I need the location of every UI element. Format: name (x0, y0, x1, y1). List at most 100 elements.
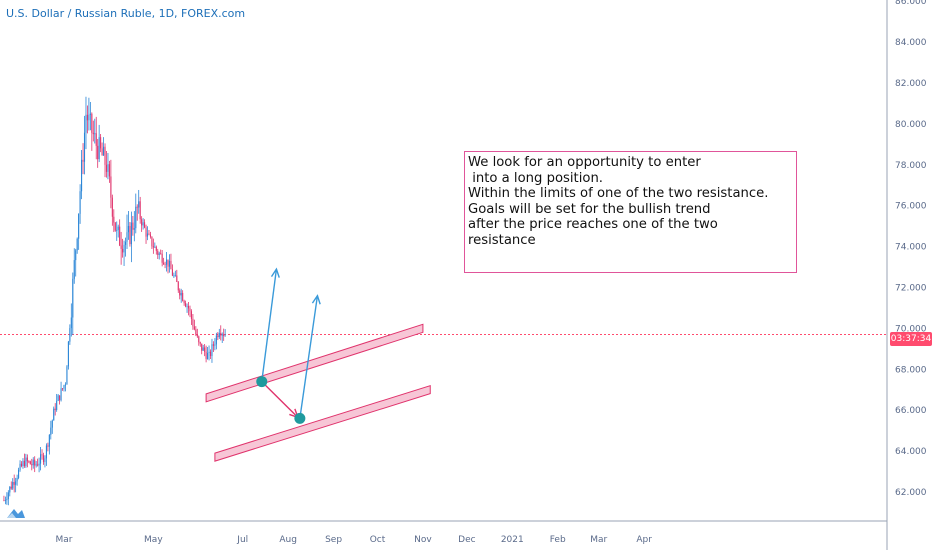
candle-body (123, 244, 125, 253)
candle-body (35, 464, 37, 466)
candle-body (83, 132, 86, 162)
candle-body (63, 385, 65, 389)
candle-body (92, 132, 94, 135)
candle-body (105, 164, 108, 172)
candle-body (155, 246, 157, 251)
candle-body (78, 213, 80, 239)
candle-body (10, 486, 12, 489)
candle-body (186, 306, 188, 307)
symbol-title: U.S. Dollar / Russian Ruble, 1D, FOREX.c… (6, 7, 246, 20)
countdown-badge: 03:37:34 (890, 332, 932, 346)
candle-body (23, 460, 25, 467)
candle-body (176, 275, 178, 282)
candle-body (42, 455, 45, 463)
candle-body (127, 225, 130, 233)
candle-body (61, 388, 64, 390)
candle-body (75, 250, 77, 261)
candle-body (145, 227, 147, 237)
target-arrow-1[interactable] (261, 269, 278, 382)
candle-body (73, 260, 75, 279)
candle-body (81, 159, 83, 192)
resistance-channel-upper[interactable] (205, 323, 424, 403)
candle-body (173, 275, 175, 277)
time-tick-label: Feb (550, 535, 566, 545)
candle-body (180, 292, 182, 296)
candle-body (161, 253, 163, 263)
drawings-layer[interactable] (205, 267, 431, 462)
candle-body (104, 146, 106, 165)
candle-body (31, 464, 33, 466)
time-tick-label: Nov (414, 535, 432, 545)
candle-body (144, 222, 146, 228)
candle-body (91, 113, 93, 133)
candle-body (189, 308, 191, 312)
candle-body (157, 250, 159, 255)
candle-body (221, 334, 223, 336)
candle-body (196, 334, 198, 337)
price-tick-label: 66.000 (895, 406, 927, 416)
candle-body (130, 222, 132, 245)
candle-body (3, 500, 5, 501)
price-tick-label: 74.000 (895, 243, 927, 253)
candle-body (66, 366, 68, 385)
entry-point-2[interactable] (294, 412, 306, 424)
candle-body (183, 300, 185, 304)
candle-body (149, 234, 151, 237)
time-tick-label: Mar (590, 535, 607, 545)
candle-body (198, 336, 200, 343)
candle-body (154, 246, 156, 248)
candle-body (25, 457, 27, 467)
candle-body (160, 253, 162, 255)
candle-body (53, 408, 55, 421)
candle-body (179, 290, 181, 296)
resistance-channel-lower[interactable] (214, 384, 431, 462)
candle-body (182, 292, 184, 301)
candle-body (212, 344, 214, 346)
candle-body (72, 278, 74, 318)
price-axis[interactable]: 62.000 64.000 66.000 68.000 70.000 72.000 74.0… (895, 0, 927, 498)
candle-body (67, 341, 69, 367)
time-tick-label: Apr (636, 535, 652, 545)
candle-body (151, 236, 153, 247)
candle-body (129, 225, 131, 245)
candle-body (79, 191, 81, 214)
candle-series (3, 96, 226, 506)
candle-body (139, 201, 141, 220)
candle-body (95, 133, 97, 146)
candle-body (82, 159, 84, 162)
candle-body (204, 347, 206, 352)
candle-body (64, 384, 67, 386)
candle-body (116, 229, 118, 231)
target-arrow-2-head (311, 294, 321, 305)
candle-body (50, 427, 52, 435)
candle-body (185, 303, 187, 307)
target-arrow-2[interactable] (299, 295, 319, 419)
candle-body (40, 454, 42, 464)
annotation-note[interactable]: We look for an opportunity to enter into… (464, 151, 797, 273)
candle-body (69, 328, 71, 342)
candle-body (174, 275, 176, 277)
candle-body (201, 343, 203, 351)
price-tick-label: 84.000 (895, 38, 927, 48)
candle-body (113, 216, 115, 223)
candle-body (192, 318, 194, 327)
price-tick-label: 80.000 (895, 120, 927, 130)
candle-body (13, 481, 15, 485)
candle-body (4, 500, 6, 501)
price-tick-label: 64.000 (895, 447, 927, 457)
time-tick-label: Dec (458, 535, 475, 545)
candle-body (152, 246, 154, 248)
candle-body (117, 226, 119, 230)
candle-body (148, 233, 150, 235)
pullback-arrow[interactable] (261, 381, 299, 418)
entry-point-1[interactable] (256, 376, 268, 388)
candle-body (168, 260, 171, 267)
candle-body (122, 248, 124, 253)
time-axis[interactable]: Mar May Jul Aug Sep Oct Nov Dec 2021 Feb Mar Apr (56, 535, 653, 545)
candle-body (170, 260, 172, 270)
candle-body (44, 458, 46, 463)
candle-body (224, 335, 226, 337)
candle-body (32, 459, 34, 466)
time-tick-label: Sep (325, 535, 342, 545)
